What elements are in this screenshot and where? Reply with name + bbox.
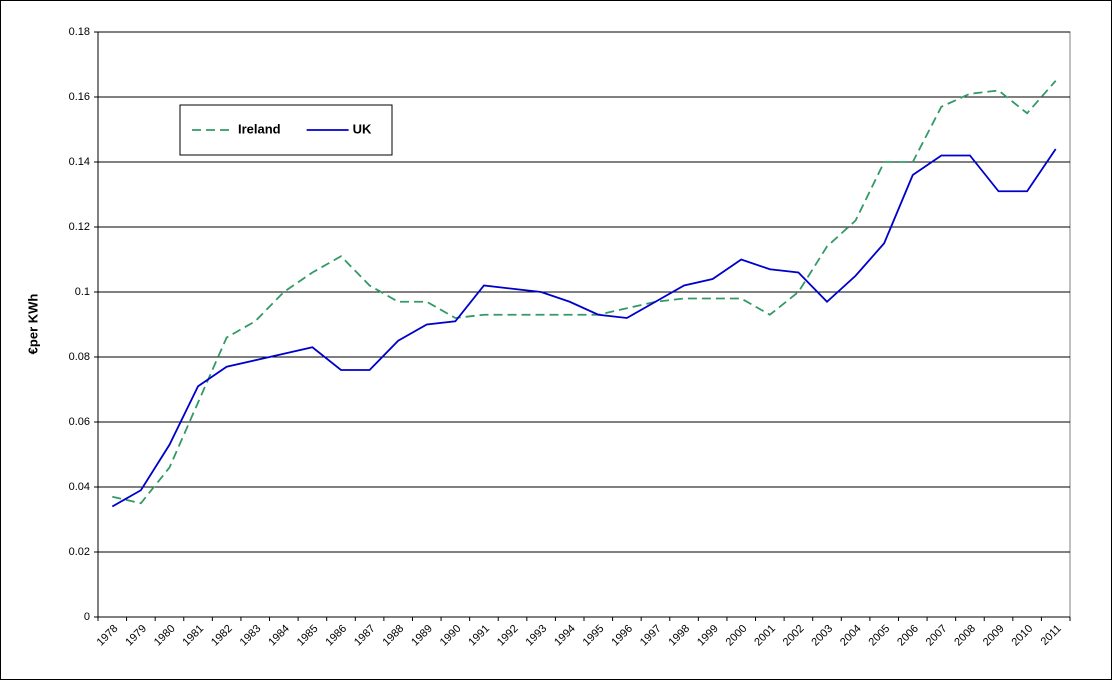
y-tick-label: 0.04 <box>69 481 90 493</box>
line-series <box>111 148 1057 508</box>
y-tick-label: 0.02 <box>69 546 90 558</box>
y-tick-label: 0 <box>84 611 90 623</box>
y-tick-label: 0.12 <box>69 221 90 233</box>
y-tick-label: 0.16 <box>69 91 90 103</box>
y-axis-label: €per KWh <box>25 294 40 355</box>
line-series <box>112 80 1057 505</box>
legend-label: Ireland <box>238 121 281 136</box>
y-tick-label: 0.14 <box>69 156 90 168</box>
y-tick-label: 0.1 <box>75 286 90 298</box>
legend-label: UK <box>353 121 372 136</box>
y-tick-label: 0.08 <box>69 351 90 363</box>
legend-box <box>179 104 393 156</box>
y-tick-label: 0.06 <box>69 416 90 428</box>
y-tick-label: 0.18 <box>69 26 90 38</box>
